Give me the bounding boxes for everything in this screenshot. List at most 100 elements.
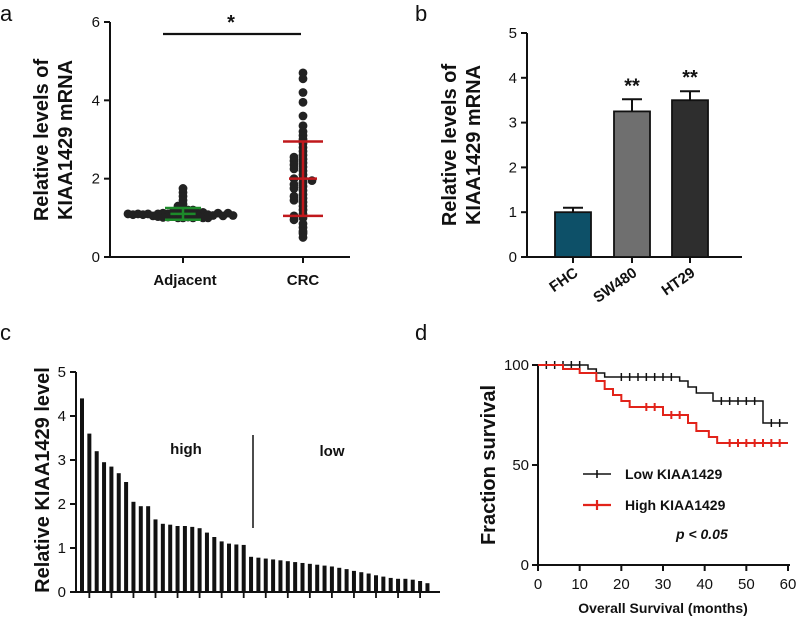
- panel-c-bar: [322, 565, 327, 592]
- legend-high-label: High KIAA1429: [625, 497, 726, 513]
- panel-c-bar: [234, 544, 239, 592]
- panel-c-bar: [87, 433, 92, 592]
- panel-a-dot-crc: [289, 152, 299, 162]
- panel-a-dot-crc: [298, 97, 308, 107]
- panel-d-letter: d: [415, 320, 427, 345]
- panel-c-bar: [160, 523, 165, 592]
- panel-c-bar: [124, 482, 129, 592]
- panel-a-letter: a: [0, 1, 13, 26]
- panel-b-xlabel: HT29: [658, 264, 698, 299]
- panel-c-bar: [388, 577, 393, 592]
- panel-b-bar-sw480: [613, 110, 651, 258]
- panel-c-bar: [351, 570, 356, 592]
- panel-b-xlabel: SW480: [590, 264, 640, 306]
- panel-c-bar: [94, 451, 99, 592]
- panel-c-bar: [146, 506, 151, 592]
- panel-c-bar: [175, 526, 180, 592]
- panel-c-ylabel: Relative KIAA1429 level: [32, 367, 54, 593]
- panel-c-bar: [278, 560, 283, 592]
- panel-c-ytick-label: 2: [58, 496, 66, 513]
- panel-c-bar: [329, 566, 334, 592]
- panel-d-legend: Low KIAA1429 High KIAA1429: [583, 466, 726, 513]
- panel-c-bar: [263, 558, 268, 592]
- panel-b-ytick-label: 5: [509, 25, 517, 42]
- panel-c-bar: [381, 576, 386, 592]
- panel-c-annot-high: high: [170, 441, 202, 458]
- panel-b-sig: **: [682, 67, 698, 89]
- panel-c-bar: [293, 562, 298, 592]
- panel-a-xlabel-adjacent: Adjacent: [153, 272, 216, 289]
- panel-c-letter: c: [0, 320, 11, 345]
- panel-c-ytick-label: 5: [58, 364, 66, 381]
- legend-low-label: Low KIAA1429: [625, 466, 722, 482]
- panel-b-ylabel-1: Relative levels of: [439, 64, 461, 227]
- panel-b-xlabel: FHC: [546, 264, 581, 296]
- panel-d-xtick-label: 50: [738, 576, 755, 593]
- panel-c-bar: [403, 578, 408, 592]
- panel-a-dot-adjacent: [203, 213, 213, 223]
- panel-b-ytick-label: 0: [509, 249, 517, 266]
- panel-a-dot-adjacent: [178, 184, 188, 193]
- panel-b: b Relative levels of KIAA1429 mRNA 0 1 2 3 4…: [415, 1, 742, 306]
- panel-c-bar: [116, 473, 121, 592]
- panel-d-xtick-label: 20: [613, 576, 630, 593]
- panel-c-bar: [271, 559, 276, 592]
- panel-c-bar: [80, 398, 84, 592]
- panel-c-bar: [307, 563, 312, 592]
- panel-b-ylabel-2: KIAA1429 mRNA: [463, 65, 485, 225]
- panel-c-bar: [249, 556, 254, 592]
- panel-c-bar: [425, 583, 430, 592]
- km-curve-high: [538, 364, 788, 444]
- panel-b-bar-ht29: [671, 99, 709, 258]
- panel-c-bar: [366, 573, 371, 592]
- panel-a-dot-crc: [298, 233, 308, 242]
- panel-d-ylabel: Fraction survival: [478, 385, 500, 545]
- panel-d-xtick-label: 60: [780, 576, 797, 593]
- panel-c-bar: [241, 544, 246, 592]
- panel-c-bar: [227, 543, 231, 592]
- panel-a-ylabel-1: Relative levels of: [31, 59, 53, 222]
- panel-a-dot-crc: [298, 111, 308, 121]
- panel-a-dot-crc: [289, 195, 299, 205]
- panel-b-ytick-label: 2: [509, 159, 517, 176]
- panel-a-ylabel-2: KIAA1429 mRNA: [55, 60, 77, 220]
- panel-d-xtick-label: 30: [655, 576, 672, 593]
- panel-c-bar: [418, 581, 423, 592]
- panel-d-ytick-label: 0: [521, 557, 529, 574]
- panel-d-ytick-label: 50: [512, 457, 529, 474]
- panel-c-ytick-label: 0: [58, 584, 66, 601]
- panel-c-bar: [374, 575, 378, 592]
- panel-c-bar: [219, 541, 224, 592]
- panel-c: c Relative KIAA1429 level 0 1 2 3 4 5 high lo…: [0, 320, 440, 601]
- panel-b-ytick-label: 1: [509, 204, 517, 221]
- panel-c-bar: [315, 564, 320, 592]
- panel-a-ytick-label: 0: [92, 249, 100, 266]
- panel-c-ytick-label: 1: [58, 540, 66, 557]
- panel-c-bar: [212, 537, 217, 592]
- panel-a-sig-star: *: [227, 12, 235, 34]
- panel-b-ytick-label: 4: [509, 70, 517, 87]
- panel-a-dot-crc: [298, 88, 308, 97]
- panel-a: a Relative levels of KIAA1429 mRNA 0246 …: [0, 1, 350, 289]
- panel-c-bar: [410, 579, 415, 592]
- panel-c-bar: [256, 557, 261, 592]
- panel-a-dot-crc: [289, 184, 299, 193]
- panel-c-bar: [153, 519, 158, 592]
- panel-c-bar: [109, 466, 114, 592]
- panel-c-bar: [344, 569, 349, 592]
- panel-c-bar: [138, 506, 143, 592]
- panel-d-xtick-label: 0: [534, 576, 542, 593]
- panel-c-bar: [300, 562, 305, 592]
- panel-b-letter: b: [415, 1, 427, 26]
- panel-a-ytick-label: 4: [92, 92, 100, 109]
- panel-b-ytick-label: 3: [509, 115, 517, 132]
- panel-a-dot-crc: [289, 164, 299, 174]
- panel-a-dot-adjacent: [228, 211, 238, 220]
- panel-b-sig: **: [624, 75, 640, 97]
- panel-c-ytick-label: 3: [58, 452, 66, 469]
- panel-c-bar: [396, 578, 401, 592]
- panel-c-bar: [168, 524, 173, 592]
- panel-c-bar: [182, 526, 187, 592]
- panel-c-bar: [337, 567, 342, 592]
- panel-c-bar: [285, 561, 290, 592]
